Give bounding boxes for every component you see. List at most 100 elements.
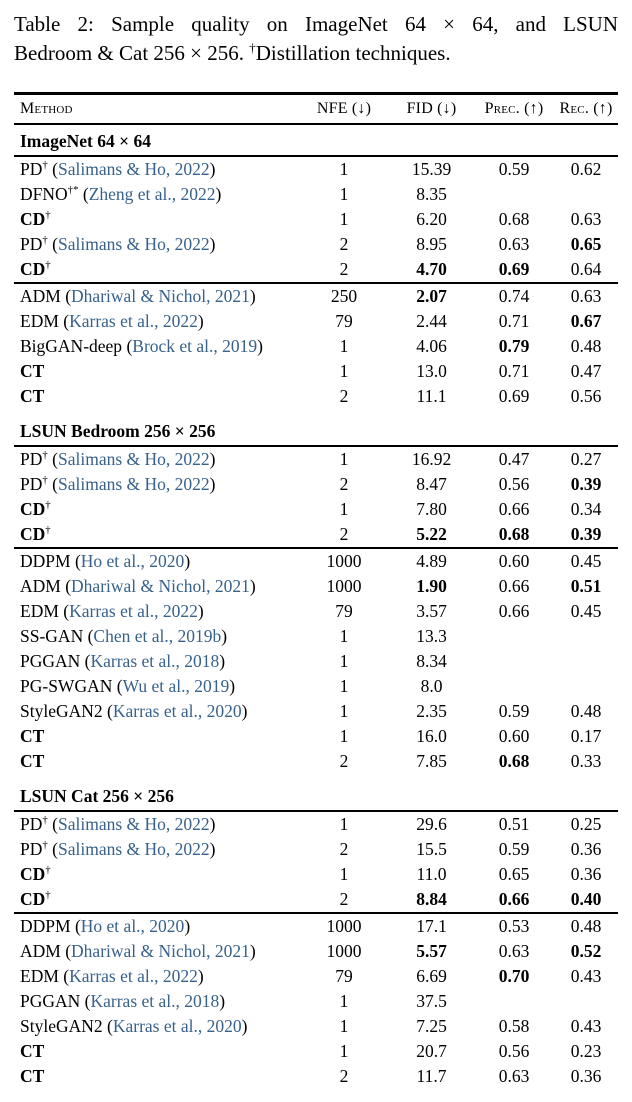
table-row: PD† (Salimans & Ho, 2022) 2 15.5 0.59 0.36 xyxy=(14,837,618,862)
prec-cell: 0.68 xyxy=(498,524,530,544)
method-name: CT xyxy=(20,1065,45,1086)
citation-link[interactable]: Salimans & Ho, 2022 xyxy=(58,234,210,254)
method-cell: PGGAN (Karras et al., 2018) xyxy=(14,651,299,672)
citation-link[interactable]: Karras et al., 2020 xyxy=(112,1015,242,1036)
nfe-cell: 1 xyxy=(339,335,349,356)
method-name: PD xyxy=(20,159,43,179)
fid-cell: 8.0 xyxy=(420,675,443,696)
paren-close: ) xyxy=(249,285,256,306)
citation-link[interactable]: Dhariwal & Nichol, 2021 xyxy=(71,575,250,596)
citation-link[interactable]: Salimans & Ho, 2022 xyxy=(58,449,210,469)
citation-link[interactable]: Salimans & Ho, 2022 xyxy=(58,159,210,179)
citation-link[interactable]: Dhariwal & Nichol, 2021 xyxy=(71,940,250,961)
paren-open: ( xyxy=(80,990,91,1011)
method-name: CT xyxy=(20,750,45,771)
nfe-cell: 79 xyxy=(335,310,353,331)
citation-link[interactable]: Dhariwal & Nichol, 2021 xyxy=(71,285,250,306)
col-header-rec: Rec. (↑) xyxy=(559,100,613,117)
rec-cell: 0.52 xyxy=(570,940,602,961)
paren-open: ( xyxy=(47,159,58,179)
nfe-cell: 1 xyxy=(339,675,349,696)
prec-cell: 0.66 xyxy=(498,499,530,519)
fid-cell: 11.7 xyxy=(416,1065,447,1086)
paren-close: ) xyxy=(209,234,216,254)
paren-open: ( xyxy=(60,575,72,596)
dagger-marker: † xyxy=(42,474,48,487)
method-cell: DDPM (Ho et al., 2020) xyxy=(14,551,299,572)
table-row: ADM (Dhariwal & Nichol, 2021) 250 2.07 0.74… xyxy=(14,284,618,309)
citation-link[interactable]: Karras et al., 2018 xyxy=(90,990,220,1011)
header-bottom-rule xyxy=(14,123,618,125)
paper-page: Table 2: Sample quality on ImageNet 64 ×… xyxy=(0,10,632,1089)
method-name: BigGAN-deep xyxy=(20,335,123,356)
paren-close: ) xyxy=(241,1015,248,1036)
method-name: PD xyxy=(20,839,43,859)
citation-link[interactable]: Karras et al., 2022 xyxy=(69,965,198,986)
citation-link[interactable]: Ho et al., 2020 xyxy=(80,550,185,571)
paren-open: ( xyxy=(58,965,70,986)
fid-cell: 37.5 xyxy=(416,990,447,1011)
fid-cell: 1.90 xyxy=(416,575,447,596)
nfe-cell: 2 xyxy=(339,839,349,859)
nfe-cell: 1 xyxy=(339,159,349,179)
prec-cell: 0.69 xyxy=(498,385,530,406)
table-row: CD† 1 6.20 0.68 0.63 xyxy=(14,207,618,232)
table-row: PD† (Salimans & Ho, 2022) 1 16.92 0.47 0.27 xyxy=(14,447,618,472)
method-cell: CD† xyxy=(14,524,299,545)
nfe-cell: 1 xyxy=(339,1040,349,1061)
citation-link[interactable]: Salimans & Ho, 2022 xyxy=(58,814,210,834)
dagger-marker: † xyxy=(42,234,48,247)
paren-open: ( xyxy=(47,839,58,859)
citation-link[interactable]: Karras et al., 2022 xyxy=(69,600,198,621)
citation-link[interactable]: Brock et al., 2019 xyxy=(132,335,258,356)
fid-cell: 5.57 xyxy=(416,940,447,961)
fid-cell: 13.0 xyxy=(416,360,447,381)
citation-link[interactable]: Salimans & Ho, 2022 xyxy=(58,474,210,494)
dagger-footnote-marker: † xyxy=(249,40,256,55)
table-row: PD† (Salimans & Ho, 2022) 1 15.39 0.59 0.62 xyxy=(14,157,618,182)
prec-cell: 0.69 xyxy=(498,259,530,279)
fid-cell: 16.92 xyxy=(411,449,452,469)
section-rule xyxy=(14,154,618,157)
method-cell: PD† (Salimans & Ho, 2022) xyxy=(14,814,299,835)
paren-open: ( xyxy=(60,285,72,306)
nfe-cell: 1 xyxy=(339,499,349,519)
citation-link[interactable]: Chen et al., 2019b xyxy=(93,625,222,646)
prec-cell: 0.60 xyxy=(498,725,530,746)
table-row: EDM (Karras et al., 2022) 79 3.57 0.66 0.45 xyxy=(14,599,618,624)
citation-link[interactable]: Karras et al., 2018 xyxy=(90,650,220,671)
citation-link[interactable]: Zheng et al., 2022 xyxy=(88,184,216,204)
nfe-cell: 1000 xyxy=(326,575,362,596)
paren-open: ( xyxy=(122,335,133,356)
nfe-cell: 1 xyxy=(339,725,349,746)
method-cell: CD† xyxy=(14,889,299,910)
citation-link[interactable]: Wu et al., 2019 xyxy=(122,675,230,696)
paren-close: ) xyxy=(209,159,216,179)
prec-cell: 0.59 xyxy=(498,700,530,721)
fid-cell: 4.06 xyxy=(416,335,447,356)
nfe-cell: 79 xyxy=(335,600,353,621)
paren-close: ) xyxy=(249,940,256,961)
citation-link[interactable]: Karras et al., 2020 xyxy=(112,700,242,721)
table-row: DFNO†* (Zheng et al., 2022) 1 8.35 xyxy=(14,182,618,207)
method-name: PD xyxy=(20,234,43,254)
table-row: CT 1 20.7 0.56 0.23 xyxy=(14,1039,618,1064)
rec-cell: 0.48 xyxy=(570,915,602,936)
nfe-cell: 1 xyxy=(339,700,349,721)
method-cell: CT xyxy=(14,751,299,772)
rec-cell: 0.64 xyxy=(570,259,602,279)
fid-cell: 6.20 xyxy=(416,209,447,229)
prec-cell: 0.63 xyxy=(498,234,530,254)
paren-close: ) xyxy=(249,575,256,596)
rec-cell: 0.39 xyxy=(570,524,602,544)
citation-link[interactable]: Karras et al., 2022 xyxy=(69,310,198,331)
dagger-marker: † xyxy=(45,209,51,222)
citation-link[interactable]: Ho et al., 2020 xyxy=(80,915,185,936)
method-name: PGGAN xyxy=(20,990,81,1011)
dagger-marker: † xyxy=(45,864,51,877)
rec-cell: 0.40 xyxy=(570,889,602,909)
rec-cell: 0.47 xyxy=(570,360,602,381)
method-name: CT xyxy=(20,725,45,746)
method-name: CD xyxy=(20,864,46,884)
citation-link[interactable]: Salimans & Ho, 2022 xyxy=(58,839,210,859)
